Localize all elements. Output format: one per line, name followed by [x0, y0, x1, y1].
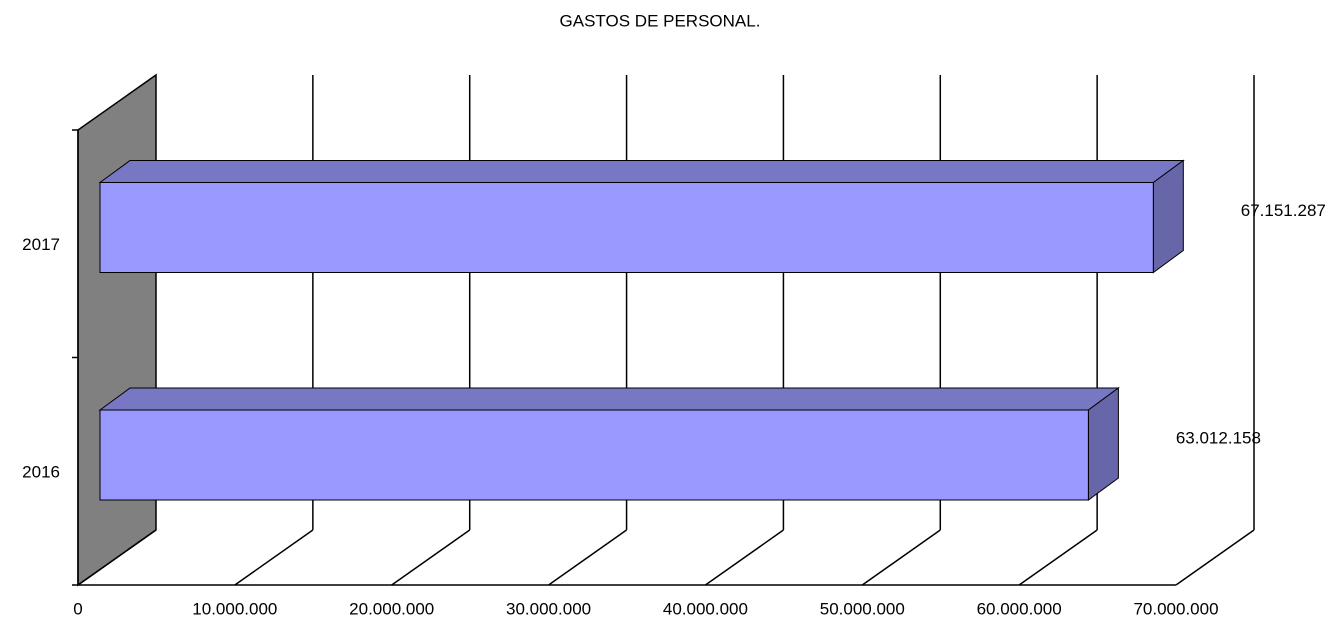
- x-tick-label: 10.000.000: [192, 599, 277, 618]
- floor-grid-line: [548, 529, 628, 586]
- chart-title: GASTOS DE PERSONAL.: [560, 11, 761, 30]
- floor-grid-line: [861, 529, 941, 586]
- data-label: 63.012.158: [1176, 428, 1261, 447]
- floor-grid-line: [77, 529, 157, 586]
- floor-grid-line: [704, 529, 784, 586]
- x-tick-label: 70.000.000: [1133, 599, 1218, 618]
- floor-grid-line: [234, 529, 314, 586]
- bar-top: [98, 387, 1120, 411]
- x-tick-label: 20.000.000: [349, 599, 434, 618]
- x-tick-label: 50.000.000: [820, 599, 905, 618]
- floor-grid-line: [1018, 529, 1098, 586]
- x-tick-label: 0: [73, 599, 82, 618]
- floor-grid-line: [391, 529, 471, 586]
- x-tick-label: 30.000.000: [506, 599, 591, 618]
- data-label: 67.151.287: [1241, 201, 1326, 220]
- y-tick-label: 2017: [22, 235, 60, 254]
- x-tick-label: 40.000.000: [663, 599, 748, 618]
- y-tick-label: 2016: [22, 462, 60, 481]
- bar: [99, 182, 1154, 273]
- x-tick-label: 60.000.000: [977, 599, 1062, 618]
- side-wall: [77, 73, 157, 587]
- bar-top: [98, 160, 1185, 183]
- bar: [99, 409, 1089, 501]
- floor-grid-line: [1175, 529, 1255, 586]
